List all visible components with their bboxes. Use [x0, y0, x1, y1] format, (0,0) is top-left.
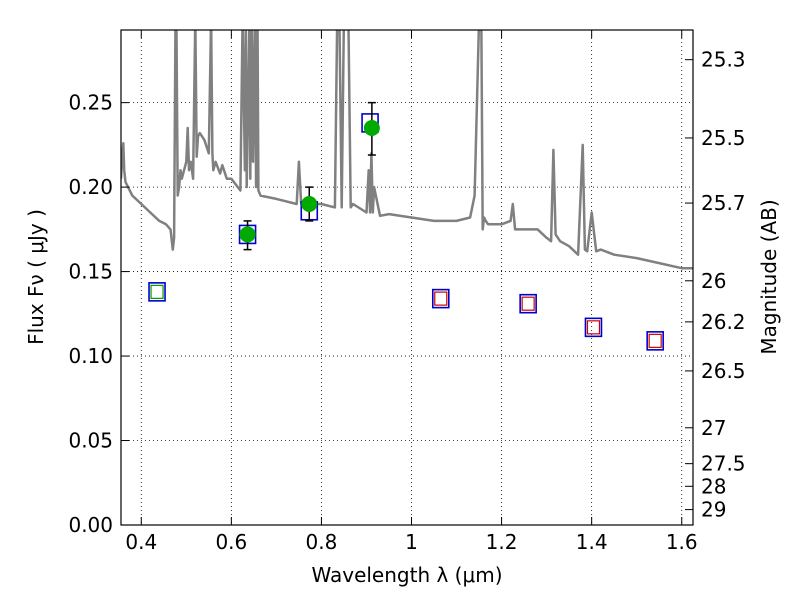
measured-flux-point — [363, 119, 380, 136]
mag-tick-label: 28 — [701, 474, 726, 498]
mag-tick-label: 27.5 — [701, 452, 746, 476]
y-tick-label: 0.00 — [68, 513, 113, 537]
data-layer — [121, 30, 693, 270]
y-tick-label: 0.25 — [68, 91, 113, 115]
spectrum-line — [121, 30, 693, 270]
model-flux-square — [519, 293, 537, 314]
y-axis-title: Flux Fν ( μJy ) — [24, 209, 48, 345]
measured-flux-point — [301, 196, 318, 213]
x-axis-title: Wavelength λ (μm) — [311, 563, 502, 587]
model-flux-square — [148, 282, 166, 302]
mag-tick-label: 27 — [701, 416, 726, 440]
mag-tick-label: 25.3 — [701, 48, 746, 72]
x-tick-label: 1.2 — [486, 530, 518, 554]
red-limit-square — [521, 296, 535, 311]
mag-tick-label: 25.7 — [701, 191, 746, 215]
green-limit-square — [150, 284, 164, 299]
x-tick-label: 1.6 — [666, 530, 698, 554]
model-flux-square — [646, 331, 664, 351]
x-tick-label: 1.4 — [576, 530, 608, 554]
y-tick-label: 0.05 — [68, 429, 113, 453]
plot-frame — [120, 29, 694, 526]
red-limit-square — [586, 320, 601, 335]
y-tick-label: 0.10 — [68, 344, 113, 368]
x-tick-label: 0.6 — [215, 530, 247, 554]
mag-tick-label: 29 — [701, 498, 726, 522]
red-limit-square — [648, 333, 662, 348]
right-axis-title: Magnitude (AB) — [757, 199, 781, 354]
mag-tick-label: 26 — [701, 269, 726, 293]
marker-layer — [148, 101, 664, 351]
x-tick-label: 0.8 — [306, 530, 338, 554]
axis-ticks: 0.4 0.6 0.8 1 1.2 1.4 1.6 0.00 0.05 0.10 0.15 0.20 0… — [68, 30, 746, 554]
y-tick-label: 0.20 — [68, 175, 113, 199]
model-flux-square — [431, 288, 450, 309]
mag-tick-label: 26.5 — [701, 359, 746, 383]
mag-tick-label: 25.5 — [701, 126, 746, 150]
model-flux-square — [584, 317, 603, 338]
red-limit-square — [434, 291, 448, 306]
measured-flux-point — [239, 226, 256, 243]
y-tick-label: 0.15 — [68, 260, 113, 284]
mag-tick-label: 26.2 — [701, 310, 746, 334]
x-tick-label: 1 — [405, 530, 418, 554]
x-tick-label: 0.4 — [125, 530, 157, 554]
plot-background — [121, 30, 693, 525]
